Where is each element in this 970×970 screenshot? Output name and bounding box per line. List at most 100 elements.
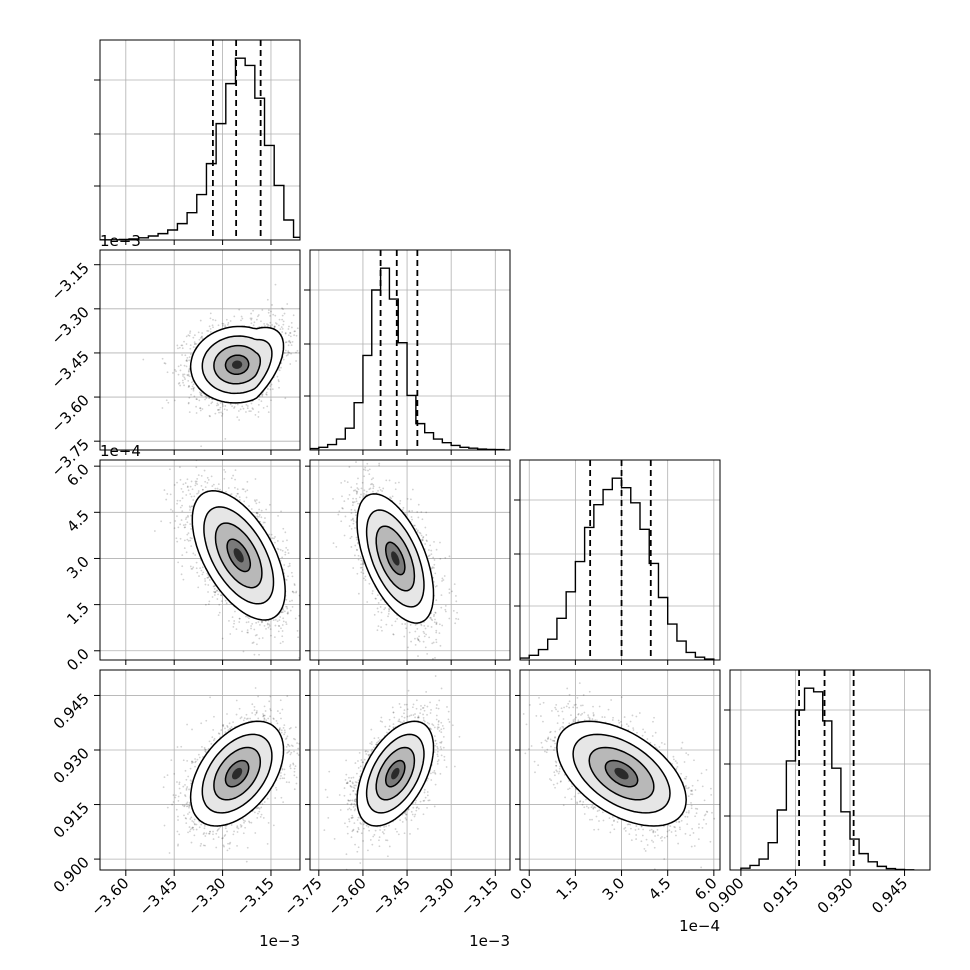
scatter-point xyxy=(435,622,438,625)
scatter-point xyxy=(198,826,201,829)
scatter-point xyxy=(256,515,259,518)
scatter-point xyxy=(352,776,355,779)
scatter-point xyxy=(267,309,270,312)
scatter-point xyxy=(182,381,184,384)
scatter-point xyxy=(279,712,281,715)
scatter-point xyxy=(268,700,271,703)
scatter-point xyxy=(372,487,375,490)
scatter-point xyxy=(282,611,284,613)
scatter-point xyxy=(195,412,198,414)
scatter-point xyxy=(238,617,241,620)
scatter-point xyxy=(208,325,211,328)
scatter-point xyxy=(344,515,347,518)
scatter-point xyxy=(376,594,379,597)
scatter-point xyxy=(295,590,298,593)
scatter-point xyxy=(295,334,298,337)
scatter-point xyxy=(277,514,279,517)
scatter-point xyxy=(357,592,360,595)
scatter-point xyxy=(187,373,190,376)
scatter-point xyxy=(295,782,298,785)
scatter-point xyxy=(163,439,165,441)
scatter-point xyxy=(308,719,310,721)
scatter-point xyxy=(260,516,263,519)
scatter-point xyxy=(375,597,377,600)
scatter-point xyxy=(408,510,410,512)
scatter-point xyxy=(287,552,290,554)
scatter-point xyxy=(234,486,236,489)
scatter-point xyxy=(445,661,447,663)
scatter-point xyxy=(301,320,303,322)
scatter-point xyxy=(282,801,285,803)
scatter-point xyxy=(258,501,261,504)
scatter-point xyxy=(424,526,427,529)
scatter-point xyxy=(200,722,203,725)
scatter-point xyxy=(208,832,211,835)
scatter-point xyxy=(233,315,236,318)
scatter-point xyxy=(257,416,260,418)
scatter-point xyxy=(182,375,184,377)
scatter-point xyxy=(286,752,288,754)
scatter-point xyxy=(212,729,215,731)
scatter-point xyxy=(289,726,292,729)
scatter-point xyxy=(434,612,437,614)
scatter-point xyxy=(424,646,427,649)
scatter-point xyxy=(232,721,234,724)
scatter-point xyxy=(170,508,172,511)
scatter-point xyxy=(278,619,281,622)
scatter-point xyxy=(270,399,272,402)
scatter-point xyxy=(214,319,217,322)
scatter-point xyxy=(255,621,258,624)
scatter-point xyxy=(301,352,303,354)
scatter-point xyxy=(287,565,290,568)
scatter-point xyxy=(252,408,254,411)
scatter-point xyxy=(199,567,202,570)
scatter-point xyxy=(188,396,191,399)
scatter-point xyxy=(291,326,293,329)
scatter-point xyxy=(192,387,195,390)
scatter-point xyxy=(274,325,276,328)
scatter-point xyxy=(207,479,210,481)
scatter-point xyxy=(281,314,284,317)
scatter-point xyxy=(178,781,181,784)
scatter-point xyxy=(261,395,264,397)
scatter-point xyxy=(357,477,359,480)
scatter-point xyxy=(289,600,291,603)
scatter-point xyxy=(239,717,242,720)
scatter-point xyxy=(275,786,277,789)
scatter-point xyxy=(306,753,308,755)
scatter-point xyxy=(297,754,300,756)
scatter-point xyxy=(179,537,182,540)
scatter-point xyxy=(364,469,367,472)
scatter-point xyxy=(244,820,246,823)
scatter-point xyxy=(265,627,267,630)
scatter-point xyxy=(192,346,195,348)
scatter-point xyxy=(411,510,414,512)
scatter-point xyxy=(250,317,253,320)
scatter-point xyxy=(269,708,272,710)
scatter-point xyxy=(430,549,433,552)
scatter-point xyxy=(289,332,291,334)
scatter-point xyxy=(253,811,256,814)
scatter-point xyxy=(349,537,352,540)
scatter-point xyxy=(442,579,445,581)
scatter-point xyxy=(291,605,294,608)
scatter-point xyxy=(356,490,359,493)
scatter-point xyxy=(359,566,362,569)
scatter-point xyxy=(343,480,346,482)
scatter-point xyxy=(200,569,203,572)
scatter-point xyxy=(282,640,284,643)
scatter-point xyxy=(257,621,260,623)
scatter-point xyxy=(181,504,183,507)
scatter-point xyxy=(426,652,429,655)
scatter-point xyxy=(276,540,279,542)
scatter-point xyxy=(425,534,428,536)
scatter-point xyxy=(192,336,195,339)
scatter-point xyxy=(433,540,435,543)
scatter-point xyxy=(217,836,220,839)
scatter-point xyxy=(218,611,221,614)
scatter-point xyxy=(351,501,354,503)
scatter-point xyxy=(435,629,438,632)
scatter-point xyxy=(435,638,438,641)
scatter-point xyxy=(219,488,221,491)
scatter-point xyxy=(296,752,299,755)
